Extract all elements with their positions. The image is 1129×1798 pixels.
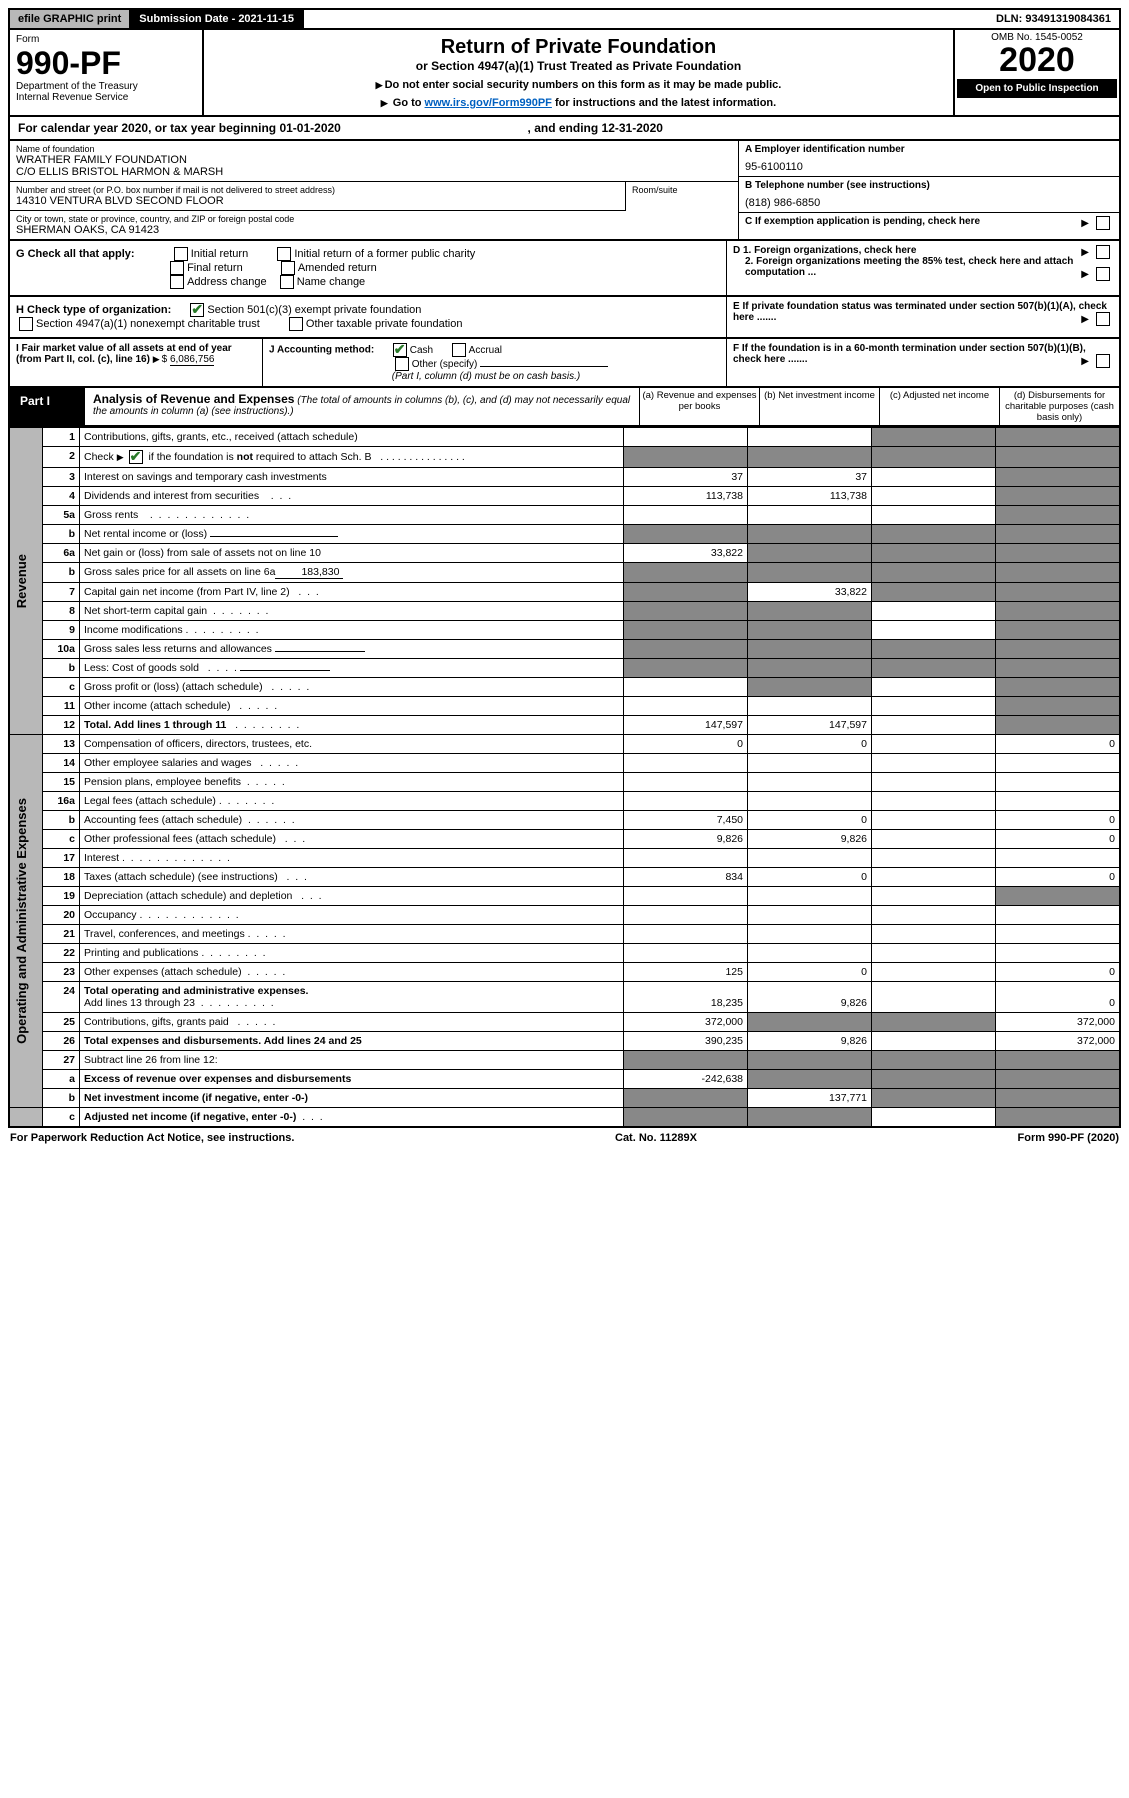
- ein-label: A Employer identification number: [745, 144, 1113, 155]
- page-footer: For Paperwork Reduction Act Notice, see …: [8, 1128, 1121, 1148]
- room-label: Room/suite: [626, 182, 738, 211]
- part-1-label: Part I: [10, 388, 85, 425]
- d2-label: 2. Foreign organizations meeting the 85%…: [745, 256, 1073, 278]
- d1-checkbox[interactable]: [1096, 245, 1110, 259]
- efile-label[interactable]: efile GRAPHIC print: [10, 10, 131, 28]
- c-exemption-label: C If exemption application is pending, c…: [745, 216, 980, 227]
- form-header: Form 990-PF Department of the Treasury I…: [8, 30, 1121, 117]
- g-amended-checkbox[interactable]: [281, 261, 295, 275]
- part-1-header: Part I Analysis of Revenue and Expenses …: [8, 388, 1121, 427]
- ein: 95-6100110: [745, 161, 1113, 173]
- f-checkbox[interactable]: [1096, 354, 1110, 368]
- part-1-title: Analysis of Revenue and Expenses: [93, 392, 294, 406]
- addr-label: Number and street (or P.O. box number if…: [16, 185, 619, 195]
- j-cash-checkbox[interactable]: [393, 343, 407, 357]
- telephone: (818) 986-6850: [745, 197, 1113, 209]
- irs-link[interactable]: www.irs.gov/Form990PF: [425, 97, 552, 109]
- h-e-row: H Check type of organization: Section 50…: [8, 297, 1121, 339]
- sch-b-checkbox[interactable]: [129, 450, 143, 464]
- g-name-change-checkbox[interactable]: [280, 275, 294, 289]
- e-label: E If private foundation status was termi…: [733, 301, 1107, 323]
- part-1-table: Revenue 1Contributions, gifts, grants, e…: [8, 427, 1121, 1128]
- revenue-side-label: Revenue: [14, 554, 29, 608]
- g-initial-checkbox[interactable]: [174, 247, 188, 261]
- paperwork-notice: For Paperwork Reduction Act Notice, see …: [10, 1132, 294, 1144]
- city-label: City or town, state or province, country…: [16, 214, 732, 224]
- form-number: 990-PF: [16, 47, 196, 79]
- year-box: OMB No. 1545-0052 2020 Open to Public In…: [953, 30, 1119, 115]
- irs-label: Internal Revenue Service: [16, 92, 196, 103]
- name-label: Name of foundation: [16, 144, 732, 154]
- city-state-zip: SHERMAN OAKS, CA 91423: [16, 224, 732, 236]
- c-checkbox[interactable]: [1096, 216, 1110, 230]
- col-d-header: (d) Disbursements for charitable purpose…: [999, 388, 1119, 425]
- i-j-f-row: I Fair market value of all assets at end…: [8, 339, 1121, 388]
- d2-checkbox[interactable]: [1096, 267, 1110, 281]
- h-label: H Check type of organization:: [16, 304, 171, 316]
- col-a-header: (a) Revenue and expenses per books: [639, 388, 759, 425]
- address: 14310 VENTURA BLVD SECOND FLOOR: [16, 195, 619, 207]
- j-label: J Accounting method:: [269, 345, 374, 356]
- form-title: Return of Private Foundation: [210, 36, 947, 59]
- year-end: 12-31-2020: [602, 121, 663, 135]
- fmv-value: 6,086,756: [170, 354, 215, 366]
- g-initial-former-checkbox[interactable]: [277, 247, 291, 261]
- g-addr-change-checkbox[interactable]: [170, 275, 184, 289]
- j-other-checkbox[interactable]: [395, 357, 409, 371]
- e-checkbox[interactable]: [1096, 312, 1110, 326]
- calendar-year-row: For calendar year 2020, or tax year begi…: [8, 117, 1121, 141]
- public-inspection: Open to Public Inspection: [957, 79, 1117, 98]
- tel-label: B Telephone number (see instructions): [745, 180, 1113, 191]
- goto-note: Go to www.irs.gov/Form990PF for instruct…: [210, 97, 947, 109]
- dln: DLN: 93491319084361: [988, 10, 1119, 28]
- col-c-header: (c) Adjusted net income: [879, 388, 999, 425]
- h-other-checkbox[interactable]: [289, 317, 303, 331]
- form-number-box: Form 990-PF Department of the Treasury I…: [10, 30, 204, 115]
- g-d-row: G Check all that apply: Initial return I…: [8, 241, 1121, 297]
- foundation-name-2: C/O ELLIS BRISTOL HARMON & MARSH: [16, 166, 732, 178]
- col-b-header: (b) Net investment income: [759, 388, 879, 425]
- dept-treasury: Department of the Treasury: [16, 81, 196, 92]
- foundation-name-1: WRATHER FAMILY FOUNDATION: [16, 154, 732, 166]
- h-501c3-checkbox[interactable]: [190, 303, 204, 317]
- expenses-side-label: Operating and Administrative Expenses: [14, 798, 29, 1044]
- top-bar: efile GRAPHIC print Submission Date - 20…: [8, 8, 1121, 30]
- cat-number: Cat. No. 11289X: [615, 1132, 697, 1144]
- j-accrual-checkbox[interactable]: [452, 343, 466, 357]
- g-label: G Check all that apply:: [16, 248, 135, 260]
- foundation-info: Name of foundation WRATHER FAMILY FOUNDA…: [8, 141, 1121, 241]
- submission-date: Submission Date - 2021-11-15: [131, 10, 304, 28]
- title-box: Return of Private Foundation or Section …: [204, 30, 953, 115]
- tax-year: 2020: [957, 43, 1117, 77]
- h-4947-checkbox[interactable]: [19, 317, 33, 331]
- j-note: (Part I, column (d) must be on cash basi…: [392, 371, 580, 382]
- ssn-note: Do not enter social security numbers on …: [210, 79, 947, 91]
- g-final-checkbox[interactable]: [170, 261, 184, 275]
- year-begin: 01-01-2020: [279, 121, 340, 135]
- form-ref: Form 990-PF (2020): [1018, 1132, 1119, 1144]
- form-label: Form: [16, 34, 196, 45]
- d1-label: D 1. Foreign organizations, check here: [733, 245, 916, 256]
- form-subtitle: or Section 4947(a)(1) Trust Treated as P…: [210, 59, 947, 73]
- f-label: F If the foundation is in a 60-month ter…: [733, 343, 1086, 365]
